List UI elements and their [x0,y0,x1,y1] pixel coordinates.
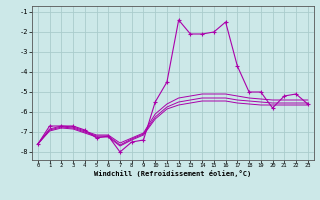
X-axis label: Windchill (Refroidissement éolien,°C): Windchill (Refroidissement éolien,°C) [94,170,252,177]
